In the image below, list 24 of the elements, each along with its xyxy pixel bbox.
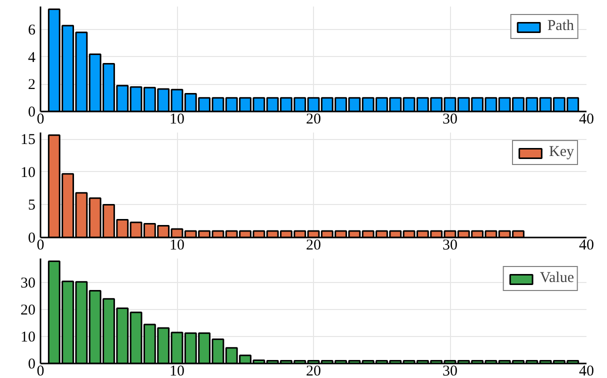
x-tick-label: 30 [442,112,458,128]
x-tick-label: 20 [306,364,321,378]
x-tick-label: 10 [170,238,184,254]
x-tick-label: 40 [579,238,594,254]
y-tick-label: 20 [20,302,36,319]
legend-label: Path [547,18,574,35]
x-tick-label: 30 [442,364,458,378]
y-tick-label: 10 [20,164,36,181]
x-tick-label: 40 [579,112,594,128]
y-tick-label: 4 [28,50,36,66]
y-tick-label: 5 [28,198,36,214]
x-tick-label: 10 [170,112,184,128]
x-tick-label: 10 [170,364,184,378]
x-tick-label: 40 [579,364,594,378]
x-tick-label: 20 [306,112,321,128]
y-tick-label: 30 [20,276,36,292]
x-tick-label: 20 [306,238,321,254]
legend-label: Key [549,144,574,161]
y-tick-label: 10 [20,330,36,346]
y-tick-label: 6 [28,22,36,39]
y-tick-label: 2 [28,77,36,94]
legend-label: Value [540,270,574,287]
x-tick-label: 30 [442,238,458,254]
y-tick-label: 15 [20,132,36,148]
